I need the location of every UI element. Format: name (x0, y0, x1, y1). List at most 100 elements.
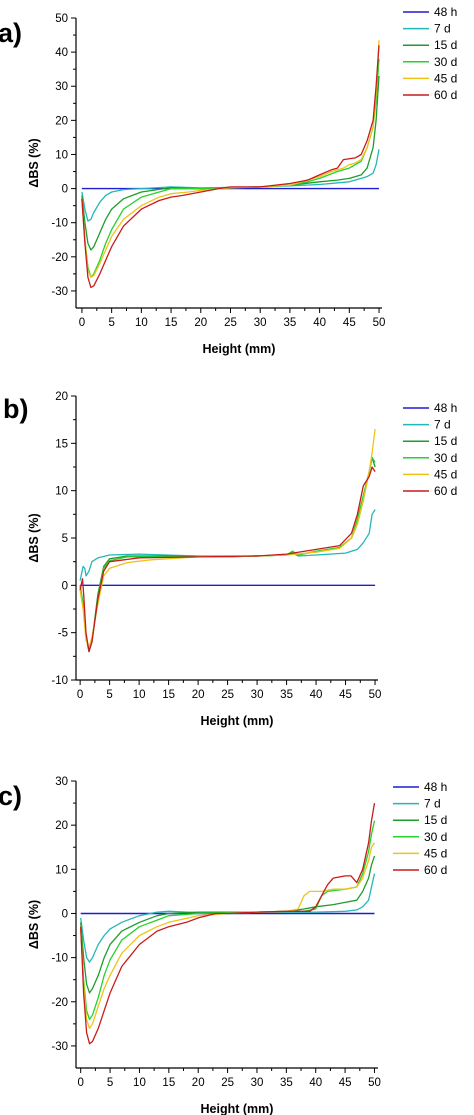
series-line-15d (80, 855, 376, 994)
x-tick-label: 25 (221, 1077, 234, 1089)
series-line-45d (79, 429, 376, 648)
x-tick-label: 20 (192, 1077, 205, 1089)
x-tick-label: 15 (162, 689, 175, 701)
legend-label: 7 d (424, 797, 441, 811)
series-line-60d (80, 802, 376, 1045)
legend-label: 30 d (434, 451, 457, 465)
y-tick-label: 30 (55, 776, 68, 788)
panel-label: c) (0, 781, 22, 811)
y-tick-label: 20 (55, 391, 68, 403)
y-tick-label: 20 (55, 115, 68, 127)
x-tick-label: 45 (339, 689, 352, 701)
x-tick-label: 35 (280, 1077, 293, 1089)
x-axis-title: Height (mm) (203, 342, 276, 356)
x-tick-label: 0 (77, 1077, 83, 1089)
series-line-30d (81, 58, 380, 278)
y-tick-label: -5 (58, 628, 68, 640)
legend-label: 7 d (434, 418, 451, 432)
x-tick-label: 30 (251, 689, 264, 701)
legend-label: 48 h (434, 401, 457, 415)
x-axis-title: Height (mm) (201, 1102, 274, 1115)
panel-label: a) (0, 18, 22, 48)
legend-label: 60 d (424, 863, 447, 877)
legend-label: 15 d (424, 813, 447, 827)
y-tick-label: 10 (55, 864, 68, 876)
x-tick-label: 5 (108, 317, 114, 329)
x-tick-label: 25 (221, 689, 234, 701)
series-line-60d (81, 45, 380, 289)
x-tick-label: 30 (254, 317, 267, 329)
legend-label: 60 d (434, 484, 457, 498)
x-tick-label: 50 (369, 689, 382, 701)
legend-label: 30 d (424, 830, 447, 844)
legend-label: 48 h (434, 5, 457, 19)
panel-label: b) (3, 394, 28, 424)
legend-label: 7 d (434, 22, 451, 36)
series-line-7d (80, 873, 376, 963)
x-tick-label: 35 (284, 317, 297, 329)
y-tick-label: 0 (62, 184, 68, 196)
y-axis-title: ΔBS (%) (27, 900, 41, 949)
y-tick-label: 0 (62, 908, 68, 920)
y-tick-label: 50 (55, 13, 68, 25)
x-tick-label: 45 (339, 1077, 352, 1089)
legend-label: 60 d (434, 88, 457, 102)
x-axis-title: Height (mm) (201, 714, 274, 728)
x-tick-label: 15 (165, 317, 178, 329)
y-axis-title: ΔBS (%) (27, 513, 41, 562)
y-tick-label: 10 (55, 486, 68, 498)
series-line-60d (79, 466, 376, 653)
y-tick-label: -20 (51, 252, 68, 264)
x-tick-label: 10 (133, 689, 146, 701)
legend: 48 h 7 d 15 d 30 d 45 d 60 d (393, 780, 447, 877)
legend-label: 45 d (434, 467, 457, 481)
x-tick-label: 45 (343, 317, 356, 329)
series-line-45d (81, 40, 380, 278)
y-tick-label: 5 (62, 533, 68, 545)
x-tick-label: 30 (251, 1077, 264, 1089)
legend-label: 15 d (434, 38, 457, 52)
x-tick-label: 25 (224, 317, 237, 329)
y-tick-label: -20 (51, 997, 68, 1009)
chart-panel-1: 0 5 10 15 20 25 30 35 40 45 50 -30 -20 -10 0 10 20 30 40 50… (0, 5, 457, 356)
legend: 48 h 7 d 15 d 30 d 45 d 60 d (403, 401, 457, 498)
legend-label: 45 d (434, 71, 457, 85)
x-tick-label: 35 (280, 689, 293, 701)
y-tick-label: 15 (55, 438, 68, 450)
x-tick-label: 20 (192, 689, 205, 701)
x-tick-label: 10 (133, 1077, 146, 1089)
x-tick-label: 40 (309, 1077, 322, 1089)
x-tick-label: 0 (79, 317, 85, 329)
legend-label: 30 d (434, 55, 457, 69)
series-line-45d (80, 842, 376, 1029)
y-tick-label: 0 (62, 580, 68, 592)
y-tick-label: 20 (55, 820, 68, 832)
legend-label: 15 d (434, 434, 457, 448)
chart-panel-2: 0 5 10 15 20 25 30 35 40 45 50 -10 -5 0 5 10 15 20 Height … (3, 391, 457, 728)
x-tick-label: 50 (373, 317, 386, 329)
x-tick-label: 20 (194, 317, 207, 329)
series-line-30d (80, 820, 376, 1021)
y-tick-label: -10 (51, 953, 68, 965)
x-tick-label: 5 (106, 689, 112, 701)
x-tick-label: 10 (135, 317, 148, 329)
x-tick-label: 15 (162, 1077, 175, 1089)
y-tick-label: -30 (51, 286, 68, 298)
y-tick-label: -10 (51, 675, 68, 687)
y-tick-label: 40 (55, 47, 68, 59)
chart-panel-3: 0 5 10 15 20 25 30 35 40 45 50 -30 -20 -10 0 10 20 30 Heig… (0, 776, 447, 1115)
series-line-7d (79, 509, 376, 581)
y-tick-label: 10 (55, 149, 68, 161)
legend-label: 45 d (424, 846, 447, 860)
y-tick-label: -10 (51, 218, 68, 230)
legend-label: 48 h (424, 780, 447, 794)
x-tick-label: 50 (368, 1077, 381, 1089)
legend: 48 h 7 d 15 d 30 d 45 d 60 d (403, 5, 457, 102)
x-tick-label: 0 (77, 689, 83, 701)
x-tick-label: 40 (313, 317, 326, 329)
x-tick-label: 40 (310, 689, 323, 701)
x-tick-label: 5 (107, 1077, 113, 1089)
y-axis-title: ΔBS (%) (27, 138, 41, 187)
y-tick-label: -30 (51, 1041, 68, 1053)
